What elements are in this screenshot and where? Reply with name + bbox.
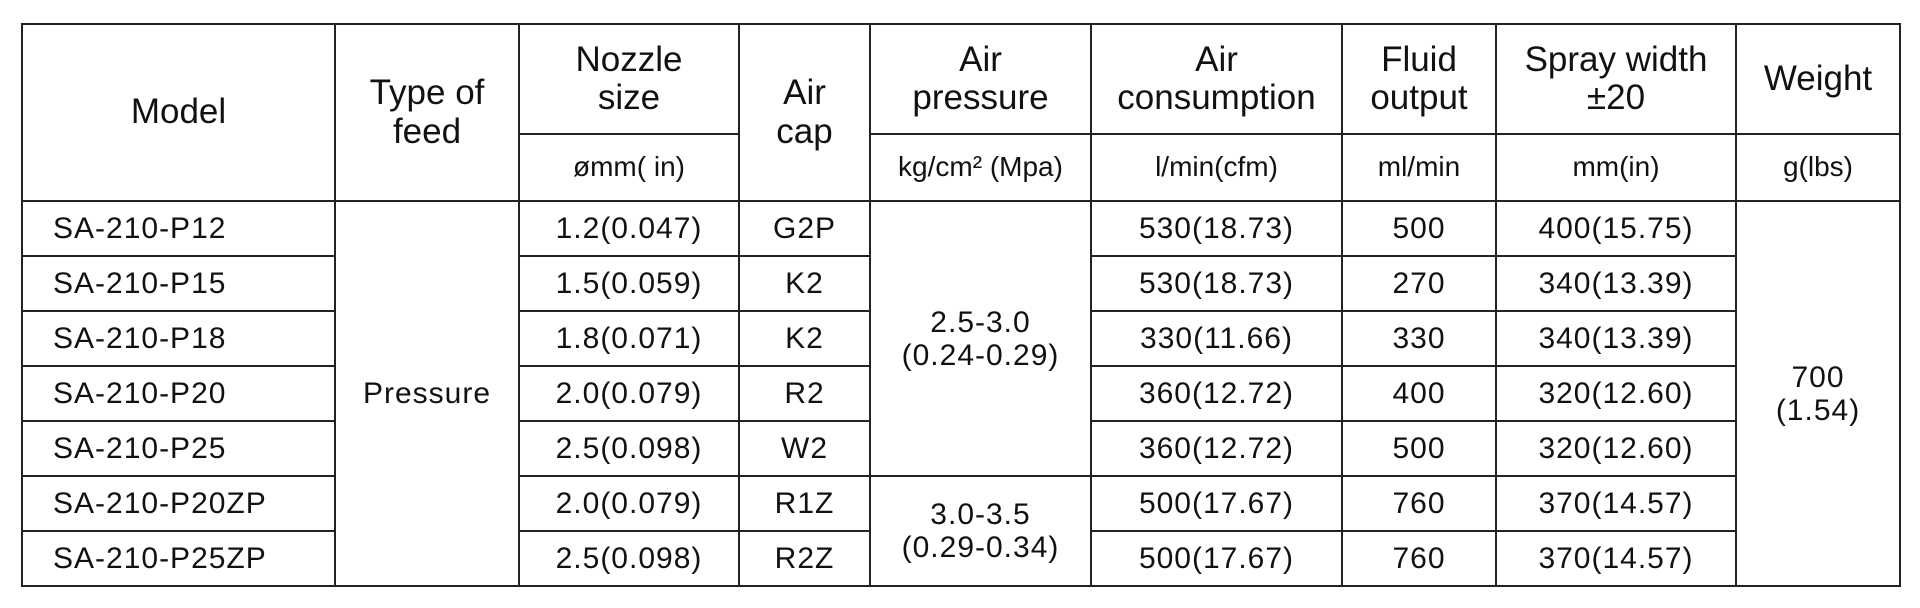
fluid-output-cell: 400: [1341, 365, 1497, 422]
fluid-output-cell: 760: [1341, 475, 1497, 532]
table-row: SA-210-P12 Pressure 1.2(0.047) G2P 2.5-3.0 (…: [21, 200, 1901, 587]
header-cell: Fluid output: [1341, 23, 1497, 135]
spray-width-cell: 340(13.39): [1495, 310, 1737, 367]
spray-width-cell: 400(15.75): [1495, 200, 1737, 257]
air-consumption-cell: 360(12.72): [1090, 365, 1343, 422]
unit-cell: g(lbs): [1735, 133, 1901, 202]
feed-cell: Pressure: [334, 200, 520, 587]
fluid-output-cell: 500: [1341, 200, 1497, 257]
header-cell: Spray width ±20: [1495, 23, 1737, 135]
weight-cell: 700 (1.54): [1735, 200, 1901, 587]
table-row: SA-210-P18 1.8(0.071) K2 330(11.66) 330 340(1…: [21, 310, 1900, 367]
air-pressure-cell: 3.0-3.5 (0.29-0.34): [869, 475, 1092, 587]
spray-width-cell: 320(12.60): [1495, 365, 1737, 422]
air-consumption-cell: 500(17.67): [1090, 475, 1343, 532]
model-cell: SA-210-P15: [21, 255, 336, 312]
table-row: SA-210-P20 2.0(0.079) R2 360(12.72) 400 320(1…: [21, 365, 1900, 422]
unit-cell: ømm( in): [518, 133, 740, 202]
nozzle-cell: 1.5(0.059): [518, 255, 740, 312]
model-cell: SA-210-P25: [21, 420, 336, 477]
nozzle-cell: 1.2(0.047): [518, 200, 740, 257]
table-row: SA-210-P25ZP 2.5(0.098) R2Z 500(17.67) 760 37…: [21, 530, 1900, 587]
header-cell: Model: [21, 23, 336, 202]
air-cap-cell: R2Z: [738, 530, 871, 587]
header-cell: Nozzle size: [518, 23, 740, 135]
air-consumption-cell: 530(18.73): [1090, 255, 1343, 312]
spray-width-cell: 370(14.57): [1495, 475, 1737, 532]
air-consumption-cell: 530(18.73): [1090, 200, 1343, 257]
table-row: SA-210-P20ZP 2.0(0.079) R1Z 3.0-3.5 (0.29-0…: [21, 475, 1900, 587]
fluid-output-cell: 270: [1341, 255, 1497, 312]
unit-cell: l/min(cfm): [1090, 133, 1343, 202]
fluid-output-cell: 500: [1341, 420, 1497, 477]
fluid-output-cell: 330: [1341, 310, 1497, 367]
air-cap-cell: G2P: [738, 200, 871, 257]
air-pressure-cell: 2.5-3.0 (0.24-0.29): [869, 200, 1092, 477]
air-cap-cell: K2: [738, 255, 871, 312]
nozzle-cell: 2.0(0.079): [518, 475, 740, 532]
air-consumption-cell: 500(17.67): [1090, 530, 1343, 587]
header-cell: Air pressure: [869, 23, 1092, 135]
spray-width-cell: 320(12.60): [1495, 420, 1737, 477]
air-cap-cell: R2: [738, 365, 871, 422]
model-cell: SA-210-P20: [21, 365, 336, 422]
unit-cell: kg/cm² (Mpa): [869, 133, 1092, 202]
header-cell: Weight: [1735, 23, 1901, 135]
spray-width-cell: 370(14.57): [1495, 530, 1737, 587]
air-cap-cell: K2: [738, 310, 871, 367]
header-cell: Air consumption: [1090, 23, 1343, 135]
table-row: SA-210-P15 1.5(0.059) K2 530(18.73) 270 340(1…: [21, 255, 1900, 312]
nozzle-cell: 2.0(0.079): [518, 365, 740, 422]
spray-width-cell: 340(13.39): [1495, 255, 1737, 312]
air-consumption-cell: 330(11.66): [1090, 310, 1343, 367]
table-row: Model Type of feed Nozzle size Air cap Air p…: [21, 23, 1901, 202]
unit-cell: ml/min: [1341, 133, 1497, 202]
air-consumption-cell: 360(12.72): [1090, 420, 1343, 477]
model-cell: SA-210-P18: [21, 310, 336, 367]
table-row: SA-210-P25 2.5(0.098) W2 360(12.72) 500 320(1…: [21, 420, 1900, 477]
air-cap-cell: R1Z: [738, 475, 871, 532]
model-cell: SA-210-P25ZP: [21, 530, 336, 587]
model-cell: SA-210-P12: [21, 200, 336, 257]
nozzle-cell: 1.8(0.071): [518, 310, 740, 367]
nozzle-cell: 2.5(0.098): [518, 420, 740, 477]
table-body: Model Type of feed Nozzle size Air cap Air p…: [21, 23, 1901, 587]
table-row: ømm( in) kg/cm² (Mpa) l/min(cfm) ml/min mm(i…: [22, 133, 1901, 202]
header-cell: Type of feed: [334, 23, 520, 202]
nozzle-cell: 2.5(0.098): [518, 530, 740, 587]
model-cell: SA-210-P20ZP: [21, 475, 336, 532]
unit-cell: mm(in): [1495, 133, 1737, 202]
fluid-output-cell: 760: [1341, 530, 1497, 587]
header-cell: Air cap: [738, 23, 871, 202]
air-cap-cell: W2: [738, 420, 871, 477]
spec-table: Model Type of feed Nozzle size Air cap Air p…: [21, 23, 1901, 587]
